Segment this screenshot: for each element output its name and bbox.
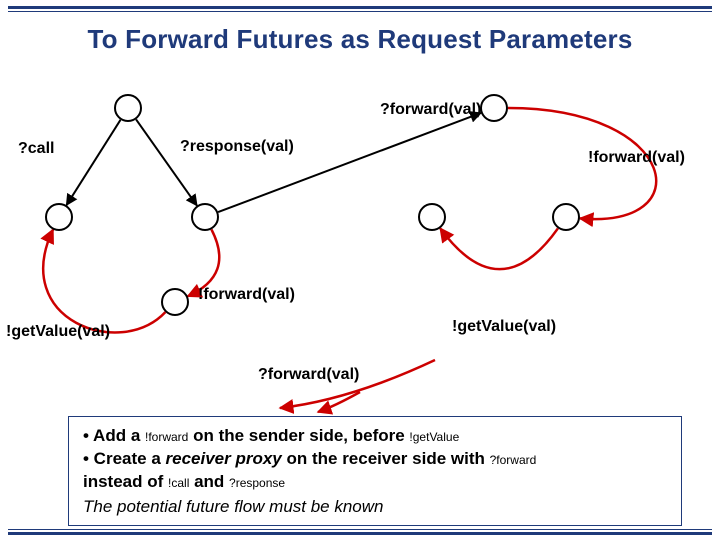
rule-top-thin bbox=[8, 11, 712, 12]
label-bang-forward-mid: !forward(val) bbox=[198, 286, 295, 304]
notes-line-4: The potential future flow must be known bbox=[83, 496, 671, 519]
notes-line-1: • Add a !forward on the sender side, bef… bbox=[83, 425, 671, 448]
label-call: ?call bbox=[18, 140, 54, 158]
rule-bottom-thin bbox=[8, 529, 712, 530]
label-bang-forward-right: !forward(val) bbox=[588, 149, 685, 167]
rule-top-thick bbox=[8, 6, 712, 9]
notes-box: • Add a !forward on the sender side, bef… bbox=[68, 416, 682, 526]
label-bang-getvalue-left: !getValue(val) bbox=[6, 323, 110, 341]
rule-bottom-thick bbox=[8, 532, 712, 535]
page-title: To Forward Futures as Request Parameters bbox=[0, 24, 720, 55]
notes-line-2: • Create a receiver proxy on the receive… bbox=[83, 448, 671, 471]
notes-line-3: instead of !call and ?response bbox=[83, 471, 671, 494]
label-qforward-top: ?forward(val) bbox=[380, 101, 481, 119]
label-qforward-mid: ?forward(val) bbox=[258, 366, 359, 384]
label-bang-getvalue-right: !getValue(val) bbox=[452, 318, 556, 336]
label-response: ?response(val) bbox=[180, 138, 294, 156]
